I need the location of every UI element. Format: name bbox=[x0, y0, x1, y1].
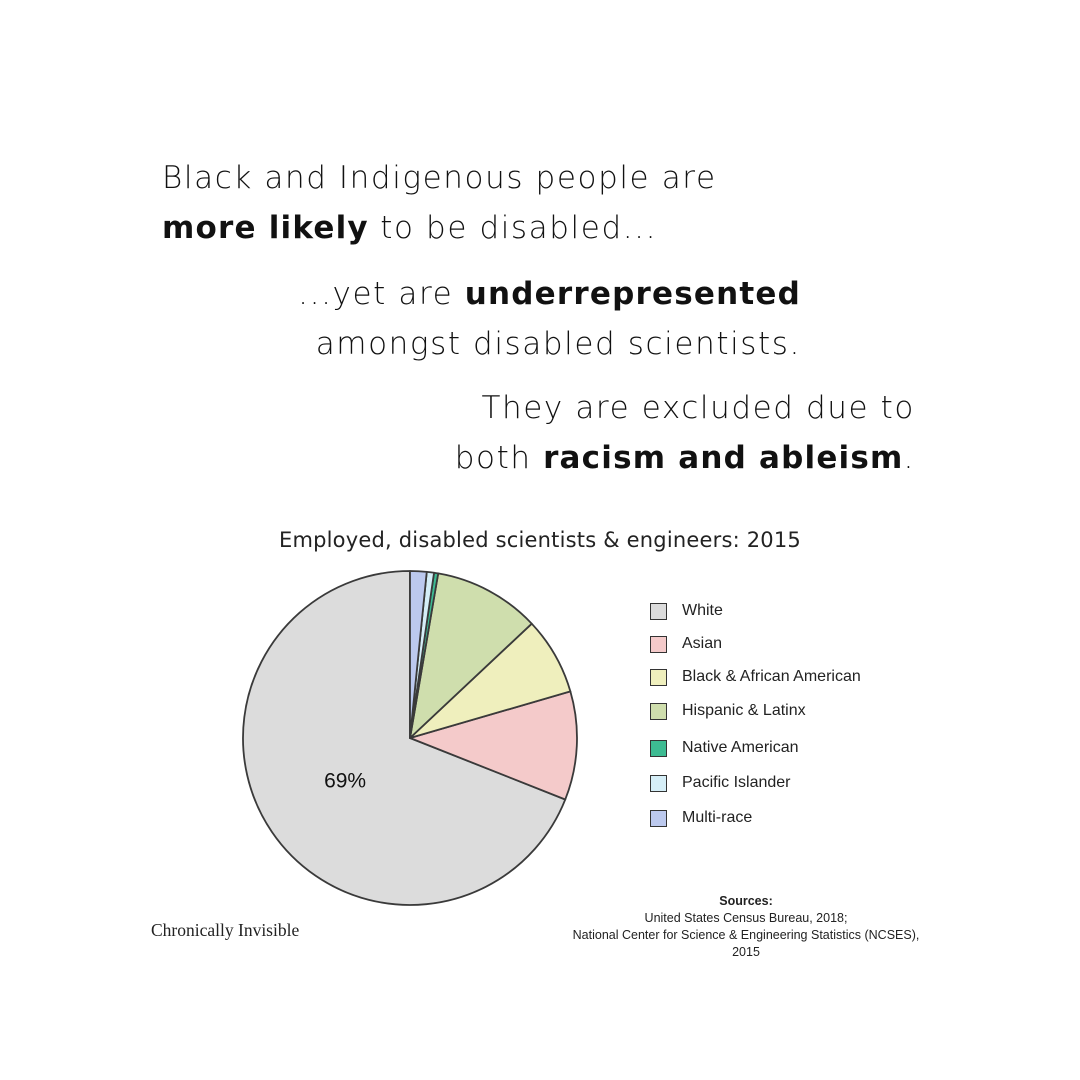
legend-label: Asian bbox=[682, 635, 723, 652]
sources-title: Sources: bbox=[719, 894, 773, 908]
headline-line-3: ...yet are underrepresented bbox=[298, 276, 801, 312]
legend-label: Native American bbox=[682, 739, 799, 756]
legend-item-asian: Asian bbox=[650, 633, 722, 655]
headline-line-4: amongst disabled scientists. bbox=[315, 326, 801, 362]
headline-line-5: They are excluded due to bbox=[481, 390, 915, 426]
legend-swatch bbox=[650, 635, 667, 653]
legend-swatch bbox=[650, 774, 667, 792]
legend-swatch bbox=[650, 668, 667, 686]
emphasis-more-likely: more likely bbox=[162, 210, 369, 246]
legend-swatch bbox=[650, 809, 667, 827]
legend-item-multi-race: Multi-race bbox=[650, 807, 752, 829]
legend-item-hispanic-and-latinx: Hispanic & Latinx bbox=[650, 700, 806, 722]
legend-item-native-american: Native American bbox=[650, 737, 799, 759]
legend-label: Multi-race bbox=[682, 809, 753, 826]
headline-line-6: both racism and ableism. bbox=[454, 440, 915, 476]
legend-label: Hispanic & Latinx bbox=[682, 702, 806, 719]
headline-line-1: Black and Indigenous people are bbox=[162, 160, 717, 196]
emphasis-underrepresented: underrepresented bbox=[464, 276, 801, 312]
legend-swatch bbox=[650, 602, 667, 620]
data-label-white: 69% bbox=[324, 770, 366, 793]
pie-slice-multi-race bbox=[409, 570, 428, 739]
pie-slice-hispanic-and-latinx bbox=[409, 572, 533, 739]
sources-block: Sources: United States Census Bureau, 20… bbox=[560, 893, 932, 961]
headline-line-2: more likely to be disabled... bbox=[162, 210, 658, 246]
chart-title: Employed, disabled scientists & engineer… bbox=[278, 528, 801, 552]
source-line-2: National Center for Science & Engineerin… bbox=[572, 928, 920, 959]
legend-label: White bbox=[682, 602, 723, 619]
legend-item-pacific-islander: Pacific Islander bbox=[650, 772, 791, 794]
legend-label: Pacific Islander bbox=[682, 774, 791, 791]
legend-label: Black & African American bbox=[682, 668, 861, 685]
source-line-1: United States Census Bureau, 2018; bbox=[644, 911, 848, 925]
emphasis-racism-ableism: racism and ableism bbox=[543, 440, 904, 476]
legend-item-white: White bbox=[650, 600, 723, 622]
pie-slice-asian bbox=[409, 690, 578, 801]
legend-swatch bbox=[650, 702, 667, 720]
legend-item-black-and-african-american: Black & African American bbox=[650, 666, 861, 688]
pie-slice-white bbox=[242, 570, 567, 906]
legend-swatch bbox=[650, 739, 667, 757]
brand-name: Chronically Invisible bbox=[151, 920, 300, 940]
